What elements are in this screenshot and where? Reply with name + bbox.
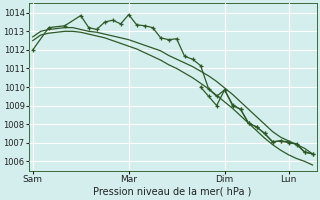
X-axis label: Pression niveau de la mer( hPa ): Pression niveau de la mer( hPa ) [93, 187, 252, 197]
